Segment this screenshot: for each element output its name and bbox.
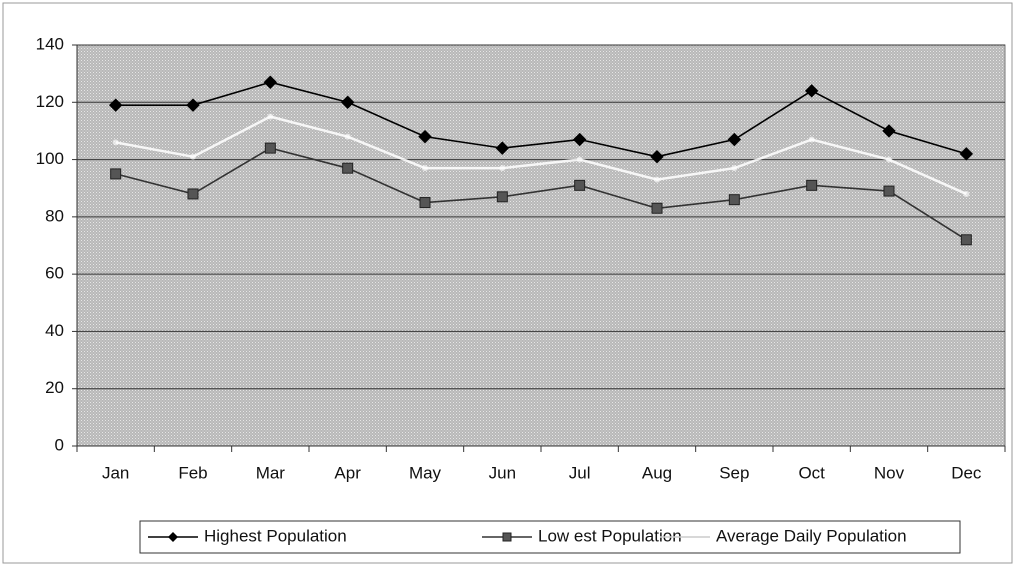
marker	[340, 95, 355, 109]
marker	[963, 190, 970, 197]
legend-marker	[502, 532, 512, 542]
y-tick-label: 80	[45, 206, 64, 225]
x-tick-label: Nov	[874, 463, 905, 482]
series-line	[115, 81, 967, 158]
marker	[651, 202, 663, 214]
y-tick-label: 0	[55, 435, 64, 454]
x-tick-label: Oct	[798, 463, 825, 482]
legend-label: Average Daily Population	[716, 526, 907, 545]
marker	[186, 98, 200, 112]
series-line	[115, 147, 967, 241]
y-tick-label: 120	[36, 92, 64, 111]
marker	[112, 139, 119, 146]
legend-label: Low est Population	[538, 526, 682, 545]
x-tick-label: Jan	[102, 463, 129, 482]
marker	[344, 133, 351, 140]
y-tick-label: 20	[45, 378, 64, 397]
x-tick-label: Mar	[256, 463, 286, 482]
y-tick-label: 100	[36, 149, 64, 168]
y-tick-label: 40	[45, 321, 64, 340]
x-tick-label: Aug	[642, 463, 672, 482]
marker	[342, 162, 354, 174]
marker	[728, 194, 740, 206]
y-tick-label: 140	[36, 34, 64, 53]
marker	[576, 156, 583, 163]
marker	[267, 113, 274, 120]
x-tick-label: Jun	[489, 463, 516, 482]
series-line	[115, 115, 967, 196]
marker	[110, 168, 122, 180]
marker	[574, 179, 586, 191]
marker	[187, 188, 199, 200]
marker	[419, 197, 431, 209]
x-tick-label: Feb	[178, 463, 207, 482]
x-tick-label: May	[409, 463, 442, 482]
marker	[264, 142, 276, 154]
marker	[808, 136, 815, 143]
legend-label: Highest Population	[204, 526, 347, 545]
marker	[422, 165, 428, 172]
marker	[731, 165, 738, 172]
marker	[959, 147, 974, 161]
marker	[960, 234, 972, 246]
x-tick-label: Jul	[569, 463, 591, 482]
marker	[263, 75, 278, 89]
x-tick-label: Sep	[719, 463, 749, 482]
marker	[108, 98, 123, 112]
x-tick-label: Apr	[334, 463, 361, 482]
marker	[727, 132, 742, 147]
marker	[886, 156, 892, 163]
marker	[804, 84, 819, 98]
x-tick-label: Dec	[951, 463, 982, 482]
marker	[572, 132, 587, 147]
marker	[496, 191, 508, 203]
marker	[190, 153, 196, 160]
marker	[499, 165, 506, 172]
marker	[883, 185, 895, 197]
plot-area	[76, 44, 1006, 447]
marker	[495, 141, 510, 155]
marker	[650, 149, 664, 164]
marker	[806, 179, 818, 191]
marker	[418, 129, 432, 144]
marker	[654, 176, 660, 183]
legend	[139, 520, 961, 554]
legend-marker	[168, 532, 178, 542]
y-tick-label: 60	[45, 264, 64, 283]
marker	[882, 124, 896, 138]
